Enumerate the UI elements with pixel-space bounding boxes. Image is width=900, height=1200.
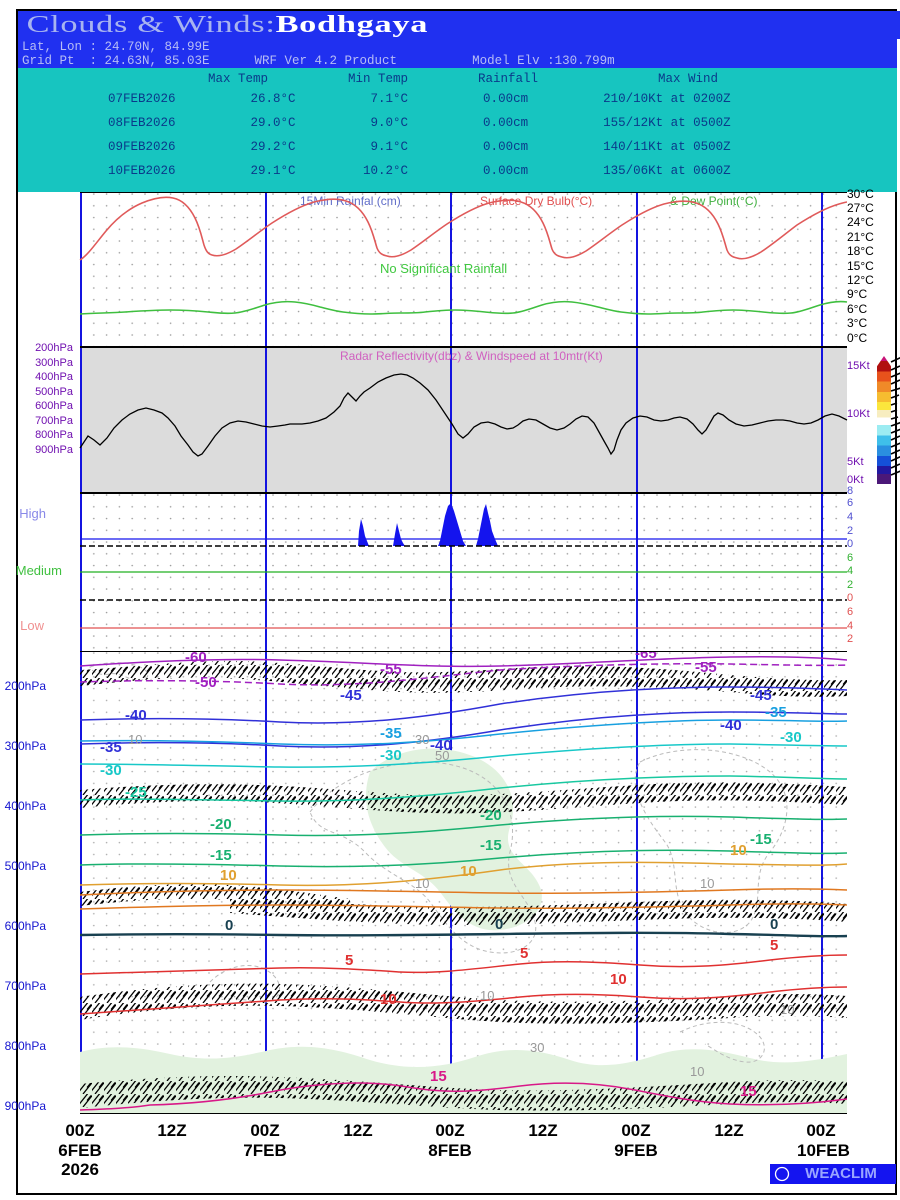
svg-text:No Significant Rainfall: No Significant Rainfall [380,261,507,276]
svg-text:10: 10 [610,971,627,988]
svg-text:-20: -20 [210,816,232,833]
svg-text:-60: -60 [185,651,207,666]
svg-text:5: 5 [770,937,778,954]
svg-text:-30: -30 [100,762,122,779]
svg-text:0: 0 [225,917,233,934]
svg-text:-35: -35 [100,739,122,756]
svg-text:-20: -20 [480,807,502,824]
svg-text:30: 30 [530,1040,544,1055]
svg-text:5: 5 [345,952,353,969]
svg-text:-30: -30 [380,747,402,764]
svg-text:50: 50 [435,748,449,763]
svg-text:-55: -55 [380,661,402,678]
svg-text:10: 10 [460,863,477,880]
svg-text:15: 15 [430,1068,447,1085]
svg-text:-45: -45 [750,687,772,704]
svg-text:-35: -35 [380,725,402,742]
svg-text:-40: -40 [720,717,742,734]
svg-text:Radar Reflectivity(dbz) & Wind: Radar Reflectivity(dbz) & Windspeed at 1… [340,349,603,363]
svg-text:10: 10 [780,1002,794,1017]
svg-text:-65: -65 [635,651,657,662]
svg-text:10: 10 [380,991,397,1008]
svg-text:10: 10 [415,876,429,891]
svg-text:-25: -25 [125,784,147,801]
svg-text:15: 15 [740,1083,757,1100]
svg-text:5: 5 [520,945,528,962]
svg-text:-45: -45 [340,687,362,704]
svg-text:10: 10 [480,988,494,1003]
svg-text:0: 0 [495,916,503,933]
svg-text:10: 10 [128,732,142,747]
svg-text:10: 10 [690,1064,704,1079]
svg-text:10: 10 [700,876,714,891]
svg-text:-15: -15 [480,837,502,854]
svg-text:-15: -15 [750,831,772,848]
svg-text:-50: -50 [195,674,217,691]
svg-text:10: 10 [220,867,237,884]
svg-text:-55: -55 [695,659,717,676]
svg-text:0: 0 [770,916,778,933]
svg-text:-40: -40 [125,707,147,724]
svg-text:10: 10 [730,842,747,859]
svg-text:-30: -30 [780,729,802,746]
svg-text:30: 30 [415,732,429,747]
svg-text:-35: -35 [765,704,787,721]
svg-text:-15: -15 [210,847,232,864]
